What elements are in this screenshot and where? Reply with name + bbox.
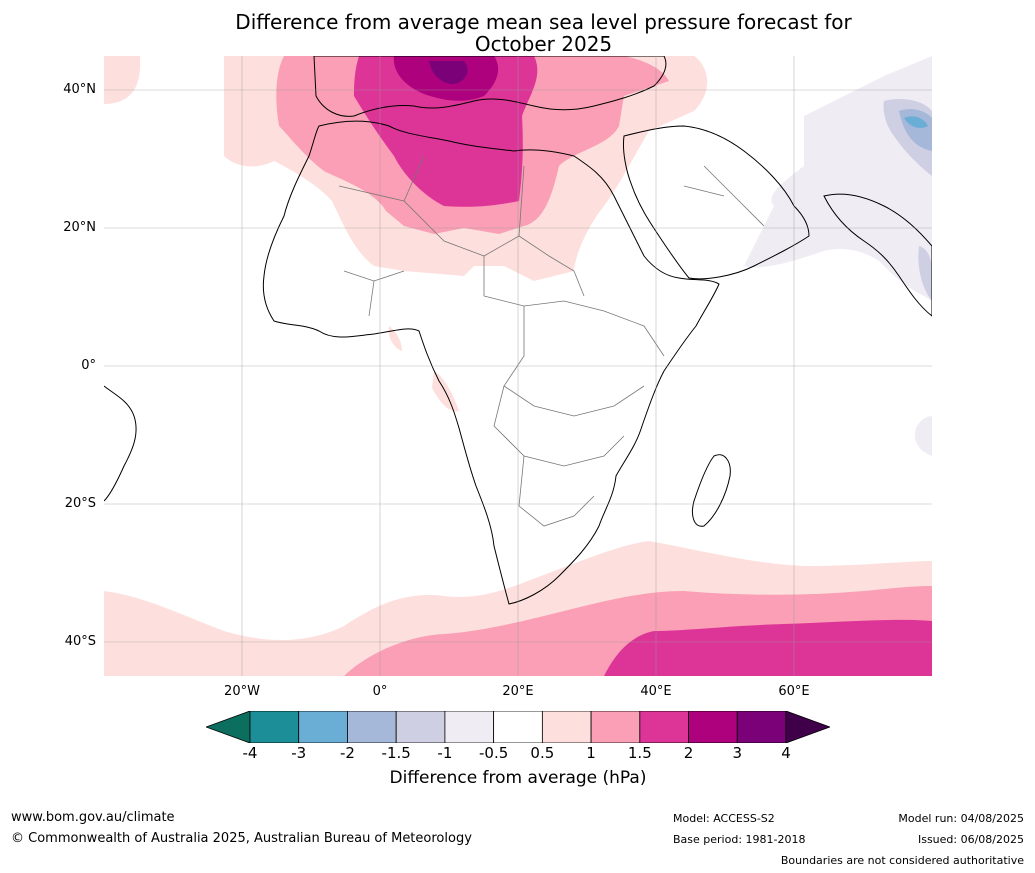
colorbar <box>206 711 830 743</box>
chart-title-line-2: October 2025 <box>474 32 613 56</box>
lat-label-0: 0° <box>81 358 96 373</box>
anomaly-neg-1-1.5-east <box>883 99 932 301</box>
colorbar-tick-label: 3 <box>732 744 743 762</box>
anomaly-neg-0.5-1-east <box>744 56 932 456</box>
lat-label-40s: 40°S <box>64 634 96 649</box>
colorbar-segment <box>541 711 592 743</box>
colorbar-tick-label: 1 <box>586 744 596 762</box>
footer-model: Model: ACCESS-S2 <box>673 812 775 825</box>
colorbar-tick-label: -3 <box>291 744 307 762</box>
gridlines <box>104 56 932 676</box>
colorbar-segment <box>249 711 300 743</box>
europe-land <box>313 56 667 117</box>
lon-label-20e: 20°E <box>502 684 534 699</box>
colorbar-tick-label: -0.5 <box>478 744 509 762</box>
colorbar-tick-label: 2 <box>683 744 694 762</box>
colorbar-extend-high <box>785 711 830 743</box>
footer-base-period: Base period: 1981-2018 <box>673 833 806 846</box>
colorbar-segment <box>590 711 641 743</box>
lon-label-20w: 20°W <box>224 684 260 699</box>
colorbar-extend-low <box>206 711 251 743</box>
anomaly-3-4-north <box>429 61 468 84</box>
lon-label-0: 0° <box>372 684 388 699</box>
lat-label-20n: 20°N <box>63 220 96 235</box>
south-america-coast <box>104 385 137 502</box>
colorbar-segment <box>395 711 446 743</box>
lon-label-60e: 60°E <box>778 684 810 699</box>
colorbar-tick-label: -1 <box>437 744 453 762</box>
colorbar-tick-label: -4 <box>242 744 258 762</box>
chart-title-line-1: Difference from average mean sea level p… <box>235 10 852 34</box>
footer-copyright: © Commonwealth of Australia 2025, Austra… <box>11 831 472 846</box>
colorbar-segment <box>444 711 495 743</box>
lon-label-40e: 40°E <box>640 684 672 699</box>
footer-boundaries-note: Boundaries are not considered authoritat… <box>780 854 1024 867</box>
colorbar-segment <box>493 711 543 743</box>
africa-land <box>262 120 720 605</box>
footer-issued: Issued: 06/08/2025 <box>917 833 1024 846</box>
country-borders <box>338 155 765 527</box>
arabia-land <box>623 125 810 280</box>
colorbar-segment <box>736 711 787 743</box>
colorbar-tick-label: -2 <box>339 744 355 762</box>
colorbar-segment <box>347 711 397 743</box>
madagascar-land <box>691 454 731 527</box>
colorbar-segment <box>298 711 348 743</box>
colorbar-segment <box>639 711 689 743</box>
colorbar-tick-label: 1.5 <box>627 744 652 762</box>
map-panel <box>104 56 932 676</box>
anomaly-0.5-1-west-coast <box>388 326 459 412</box>
anomaly-1.5-2-north <box>354 56 538 207</box>
footer-model-run: Model run: 04/08/2025 <box>898 812 1024 825</box>
lat-label-40n: 40°N <box>63 82 96 97</box>
footer-website: www.bom.gov.au/climate <box>11 810 175 825</box>
colorbar-tick-label: 4 <box>781 744 791 762</box>
colorbar-segment <box>688 711 738 743</box>
colorbar-tick-label: 0.5 <box>530 744 555 762</box>
colorbar-tick-label: -1.5 <box>381 744 411 762</box>
india-land <box>823 193 932 317</box>
anomaly-neg-2-3-east <box>904 116 928 128</box>
lat-label-20s: 20°S <box>64 496 96 511</box>
colorbar-label: Difference from average (hPa) <box>389 768 647 788</box>
anomaly-1.5-2-south <box>604 619 932 676</box>
